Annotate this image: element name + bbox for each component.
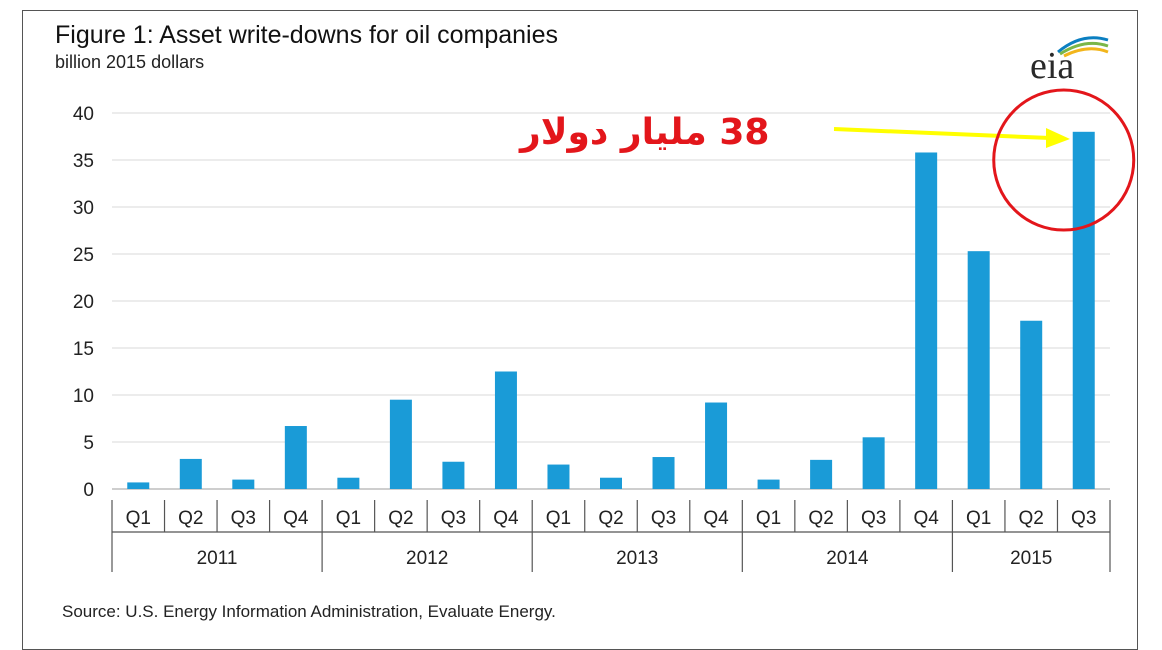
y-tick-label: 25 [73, 245, 94, 266]
bar [810, 459, 833, 489]
bar [757, 479, 780, 489]
year-label: 2011 [197, 548, 238, 569]
x-tick-label: Q2 [808, 508, 833, 529]
y-tick-label: 40 [73, 104, 94, 125]
year-label: 2014 [826, 548, 869, 569]
y-tick-label: 15 [73, 339, 94, 360]
x-tick-label: Q4 [283, 508, 309, 529]
y-tick-label: 35 [73, 151, 94, 172]
bar [179, 458, 202, 489]
bar [705, 402, 728, 489]
year-label: 2015 [1010, 548, 1052, 569]
x-tick-label: Q2 [598, 508, 623, 529]
x-tick-label: Q3 [1071, 508, 1096, 529]
x-tick-label: Q2 [388, 508, 413, 529]
y-tick-label: 0 [83, 480, 94, 501]
x-tick-label: Q2 [1019, 508, 1044, 529]
bar [284, 426, 307, 489]
x-tick-label: Q1 [966, 508, 991, 529]
x-tick-label: Q1 [126, 508, 151, 529]
x-tick-label: Q4 [703, 508, 729, 529]
bar [442, 461, 465, 489]
x-tick-label: Q4 [493, 508, 519, 529]
y-tick-label: 10 [73, 386, 94, 407]
bar [862, 437, 885, 489]
bar [232, 479, 255, 489]
annotation-circle [992, 88, 1136, 232]
bar [600, 477, 622, 489]
eia-logo-text: eia [1030, 45, 1075, 87]
year-label: 2012 [406, 548, 448, 569]
bar [494, 371, 517, 489]
x-tick-label: Q3 [441, 508, 466, 529]
x-tick-label: Q3 [861, 508, 886, 529]
bar [915, 152, 938, 490]
x-tick-label: Q4 [913, 508, 939, 529]
bar [547, 464, 570, 489]
bar [967, 251, 990, 489]
y-tick-label: 30 [73, 198, 94, 219]
arrowhead-icon [1046, 128, 1070, 148]
annotation-text: 38 مليار دولار [520, 112, 770, 153]
bar [1072, 131, 1095, 490]
x-tick-label: Q1 [546, 508, 571, 529]
chart-title: Figure 1: Asset write-downs for oil comp… [55, 21, 558, 49]
x-tick-label: Q2 [178, 508, 203, 529]
bar [127, 482, 150, 489]
x-tick-label: Q3 [651, 508, 676, 529]
annotation-arrow [833, 127, 1051, 140]
bar [652, 457, 675, 489]
x-tick-label: Q3 [231, 508, 256, 529]
year-label: 2013 [616, 548, 658, 569]
bar [337, 477, 360, 489]
bar [1020, 320, 1043, 489]
y-tick-label: 20 [73, 292, 94, 313]
bar [389, 399, 412, 489]
eia-logo: eia [1030, 30, 1110, 90]
x-tick-label: Q1 [756, 508, 781, 529]
eia-logo-swoosh-icon [1057, 36, 1109, 58]
bar-chart: 0 5 10 15 20 25 30 35 40 Q1 Q2 Q3 Q4 Q1 Q2 Q3 Q4 Q1 Q2 Q3 Q4… [73, 88, 1136, 572]
x-tick-label: Q1 [336, 508, 361, 529]
chart-subtitle: billion 2015 dollars [55, 52, 205, 72]
source-note: Source: U.S. Energy Information Administ… [62, 602, 556, 621]
y-tick-label: 5 [83, 433, 94, 454]
